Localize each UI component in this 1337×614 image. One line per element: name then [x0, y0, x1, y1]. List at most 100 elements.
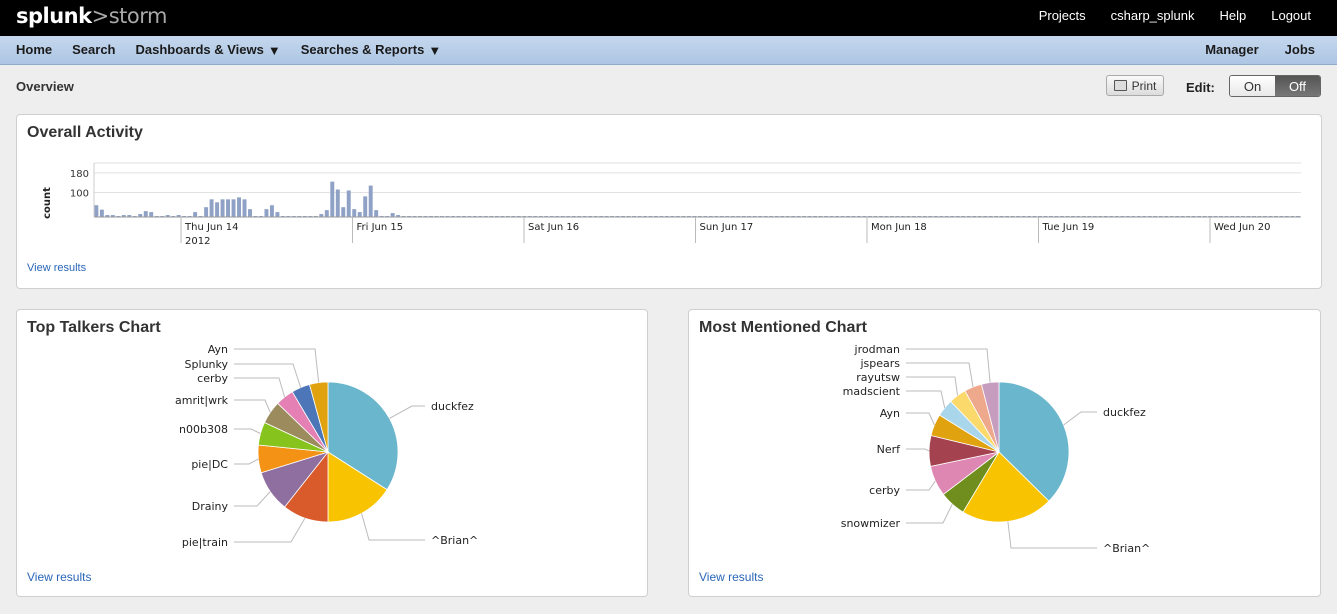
activity-bar: [231, 199, 236, 217]
logo-separator: >: [91, 4, 110, 28]
nav-home[interactable]: Home: [16, 42, 53, 57]
user-menu-link[interactable]: csharp_splunk: [1110, 8, 1195, 23]
activity-bar: [352, 209, 357, 217]
activity-bar: [226, 199, 231, 217]
activity-bar: [105, 215, 110, 217]
y-tick-label: 180: [70, 169, 89, 180]
nav-search[interactable]: Search: [72, 42, 116, 57]
activity-bar: [165, 215, 170, 217]
edit-toggle: On Off: [1229, 75, 1321, 97]
activity-bar: [335, 189, 340, 217]
pie-leader-line: [234, 348, 320, 383]
x-tick-label: Fri Jun 15: [357, 222, 404, 233]
activity-bar: [138, 214, 143, 217]
pie-leader-line: [234, 428, 261, 434]
pie-label: snowmizer: [841, 517, 901, 530]
y-axis-label: count: [42, 187, 53, 219]
activity-bar: [215, 202, 220, 217]
pie-label: Ayn: [880, 407, 900, 420]
pie-label: Splunky: [185, 358, 229, 371]
activity-bar: [204, 207, 209, 217]
activity-bar: [193, 212, 198, 217]
activity-bar: [374, 210, 379, 217]
pie-leader-line: [389, 405, 425, 419]
pie-leader-line: [906, 480, 936, 491]
talkers-panel-title: Top Talkers Chart: [27, 319, 161, 336]
x-tick-label: Mon Jun 18: [871, 222, 927, 233]
nav-searches-label: Searches & Reports: [300, 42, 425, 57]
nav-jobs[interactable]: Jobs: [1284, 42, 1315, 57]
pie-leader-line: [234, 491, 271, 507]
activity-bar: [176, 215, 181, 217]
pie-leader-line: [906, 362, 974, 388]
nav-manager[interactable]: Manager: [1205, 42, 1259, 57]
print-label: Print: [1131, 78, 1157, 93]
help-link[interactable]: Help: [1219, 8, 1247, 23]
pie-label: jspears: [859, 357, 900, 370]
pie-label: n00b308: [179, 423, 228, 436]
activity-bar: [346, 190, 351, 217]
splunk-storm-logo[interactable]: splunk>storm: [16, 4, 167, 28]
activity-bar: [269, 205, 274, 217]
x-tick-label: Wed Jun 20: [1214, 222, 1271, 233]
pie-leader-line: [906, 348, 991, 383]
edit-label: Edit:: [1186, 80, 1215, 95]
x-tick-label: Tue Jun 19: [1042, 222, 1095, 233]
pie-leader-line: [234, 363, 302, 388]
printer-icon: [1113, 80, 1127, 91]
activity-bar: [94, 205, 99, 217]
activity-bar: [330, 181, 335, 217]
pie-label: duckfez: [1103, 406, 1146, 419]
logout-link[interactable]: Logout: [1271, 8, 1311, 23]
pie-label: Drainy: [192, 500, 229, 513]
print-button[interactable]: Print: [1106, 75, 1164, 96]
projects-link[interactable]: Projects: [1038, 8, 1086, 23]
mentioned-view-results-link[interactable]: View results: [699, 570, 764, 584]
pie-slice: [998, 381, 1070, 502]
activity-bar: [149, 212, 154, 217]
activity-bar: [110, 215, 115, 217]
top-bar: splunk>storm Projects csharp_splunk Help…: [0, 0, 1337, 36]
y-tick-label: 100: [70, 188, 89, 199]
activity-bar: [99, 209, 104, 217]
pie-leader-line: [906, 448, 930, 452]
chevron-down-icon: ▼: [267, 43, 281, 59]
top-links: Projects csharp_splunk Help Logout: [1039, 8, 1311, 23]
pie-label: madscient: [843, 385, 901, 398]
edit-on-button[interactable]: On: [1230, 76, 1275, 96]
activity-bar: [209, 199, 214, 217]
pie-label: cerby: [197, 372, 228, 385]
activity-chart: 100 180 count Thu Jun 14 Fri Jun 15 Sat Jun 1…: [42, 162, 1301, 247]
activity-view-results-link[interactable]: View results: [27, 262, 87, 274]
activity-bar: [363, 196, 368, 217]
pie-leader-line: [906, 376, 958, 396]
activity-bar: [264, 209, 269, 217]
mentioned-panel: Most Mentioned Chart duckfez ^Brian^ snowm…: [688, 309, 1321, 597]
activity-bar: [275, 212, 280, 217]
activity-bar: [237, 197, 241, 217]
pie-leader-line: [234, 399, 271, 413]
activity-bar: [357, 212, 362, 217]
activity-bar: [143, 211, 148, 217]
edit-off-button[interactable]: Off: [1275, 76, 1320, 96]
activity-bar: [324, 210, 329, 217]
activity-bar: [341, 207, 346, 217]
nav-dashboards-menu[interactable]: Dashboards & Views ▼: [136, 42, 281, 58]
talkers-view-results-link[interactable]: View results: [27, 570, 92, 584]
nav-dashboards-label: Dashboards & Views: [135, 42, 264, 57]
pie-label: Nerf: [877, 443, 902, 456]
activity-bar: [390, 213, 395, 217]
nav-searches-menu[interactable]: Searches & Reports ▼: [301, 42, 441, 58]
activity-bar: [368, 185, 373, 217]
pie-slice: [327, 451, 388, 523]
pie-label: cerby: [869, 484, 900, 497]
x-tick-label: Thu Jun 14: [184, 222, 239, 233]
pie-label: Ayn: [208, 343, 228, 356]
pie-leader-line: [234, 377, 286, 398]
pie-label: rayutsw: [856, 371, 900, 384]
pie-label: duckfez: [431, 400, 474, 413]
page-title: Overview: [16, 79, 74, 94]
mentioned-pie-chart: duckfez ^Brian^ snowmizer cerby Nerf Ayn madsc…: [841, 343, 1151, 555]
app-nav-bar: Home Search Dashboards & Views ▼ Searches…: [0, 36, 1337, 65]
activity-bar: [396, 215, 401, 217]
